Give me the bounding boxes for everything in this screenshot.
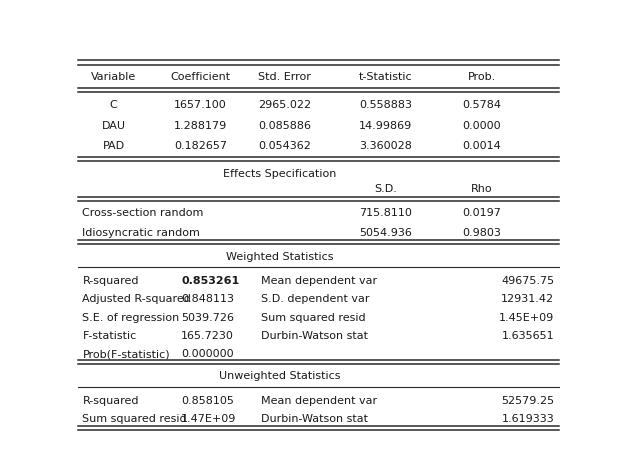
Text: Durbin-Watson stat: Durbin-Watson stat	[261, 330, 368, 340]
Text: Coefficient: Coefficient	[170, 72, 230, 82]
Text: 0.054362: 0.054362	[258, 141, 311, 151]
Text: 12931.42: 12931.42	[501, 294, 554, 304]
Text: 1.288179: 1.288179	[174, 121, 227, 131]
Text: Mean dependent var: Mean dependent var	[261, 276, 376, 286]
Text: Mean dependent var: Mean dependent var	[261, 395, 376, 405]
Text: 2965.022: 2965.022	[258, 100, 311, 110]
Text: 0.858105: 0.858105	[181, 395, 234, 405]
Text: 49675.75: 49675.75	[501, 276, 554, 286]
Text: 0.558883: 0.558883	[359, 100, 412, 110]
Text: S.E. of regression: S.E. of regression	[83, 312, 179, 322]
Text: 1657.100: 1657.100	[174, 100, 227, 110]
Text: t-Statistic: t-Statistic	[359, 72, 412, 82]
Text: Variable: Variable	[91, 72, 137, 82]
Text: 0.0014: 0.0014	[463, 141, 501, 151]
Text: 1.619333: 1.619333	[501, 413, 554, 423]
Text: DAU: DAU	[102, 121, 125, 131]
Text: Std. Error: Std. Error	[258, 72, 311, 82]
Text: 0.848113: 0.848113	[181, 294, 234, 304]
Text: 1.47E+09: 1.47E+09	[181, 413, 237, 423]
Text: 0.0197: 0.0197	[463, 208, 501, 218]
Text: Effects Specification: Effects Specification	[223, 169, 337, 179]
Text: 715.8110: 715.8110	[359, 208, 412, 218]
Text: Adjusted R-squared: Adjusted R-squared	[83, 294, 191, 304]
Text: Unweighted Statistics: Unweighted Statistics	[219, 370, 340, 380]
Text: 52579.25: 52579.25	[501, 395, 554, 405]
Text: 0.085886: 0.085886	[258, 121, 311, 131]
Text: 14.99869: 14.99869	[359, 121, 412, 131]
Text: R-squared: R-squared	[83, 395, 139, 405]
Text: Cross-section random: Cross-section random	[83, 208, 204, 218]
Text: 1.45E+09: 1.45E+09	[499, 312, 554, 322]
Text: 165.7230: 165.7230	[181, 330, 234, 340]
Text: 3.360028: 3.360028	[359, 141, 412, 151]
Text: Sum squared resid: Sum squared resid	[83, 413, 187, 423]
Text: F-statistic: F-statistic	[83, 330, 137, 340]
Text: S.D.: S.D.	[374, 183, 397, 193]
Text: R-squared: R-squared	[83, 276, 139, 286]
Text: 0.5784: 0.5784	[463, 100, 501, 110]
Text: Prob(F-statistic): Prob(F-statistic)	[83, 349, 170, 359]
Text: 5039.726: 5039.726	[181, 312, 234, 322]
Text: PAD: PAD	[102, 141, 125, 151]
Text: Prob.: Prob.	[468, 72, 496, 82]
Text: Weighted Statistics: Weighted Statistics	[226, 251, 333, 261]
Text: 0.0000: 0.0000	[463, 121, 501, 131]
Text: 0.182657: 0.182657	[174, 141, 227, 151]
Text: Idiosyncratic random: Idiosyncratic random	[83, 227, 201, 237]
Text: 0.000000: 0.000000	[181, 349, 233, 359]
Text: Sum squared resid: Sum squared resid	[261, 312, 365, 322]
Text: 0.853261: 0.853261	[181, 276, 239, 286]
Text: 0.9803: 0.9803	[463, 227, 501, 237]
Text: Rho: Rho	[471, 183, 492, 193]
Text: Durbin-Watson stat: Durbin-Watson stat	[261, 413, 368, 423]
Text: C: C	[110, 100, 117, 110]
Text: 5054.936: 5054.936	[359, 227, 412, 237]
Text: 1.635651: 1.635651	[502, 330, 554, 340]
Text: S.D. dependent var: S.D. dependent var	[261, 294, 369, 304]
